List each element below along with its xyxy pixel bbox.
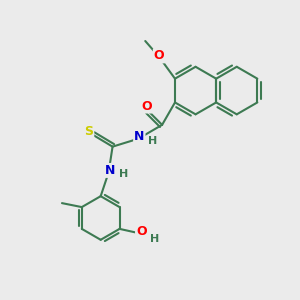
Text: O: O (141, 100, 152, 112)
Text: O: O (154, 50, 164, 62)
Text: H: H (118, 169, 128, 179)
Text: H: H (148, 136, 158, 146)
Text: S: S (84, 125, 93, 138)
Text: N: N (134, 130, 145, 143)
Text: H: H (150, 234, 160, 244)
Text: O: O (136, 225, 147, 239)
Text: N: N (104, 164, 115, 177)
